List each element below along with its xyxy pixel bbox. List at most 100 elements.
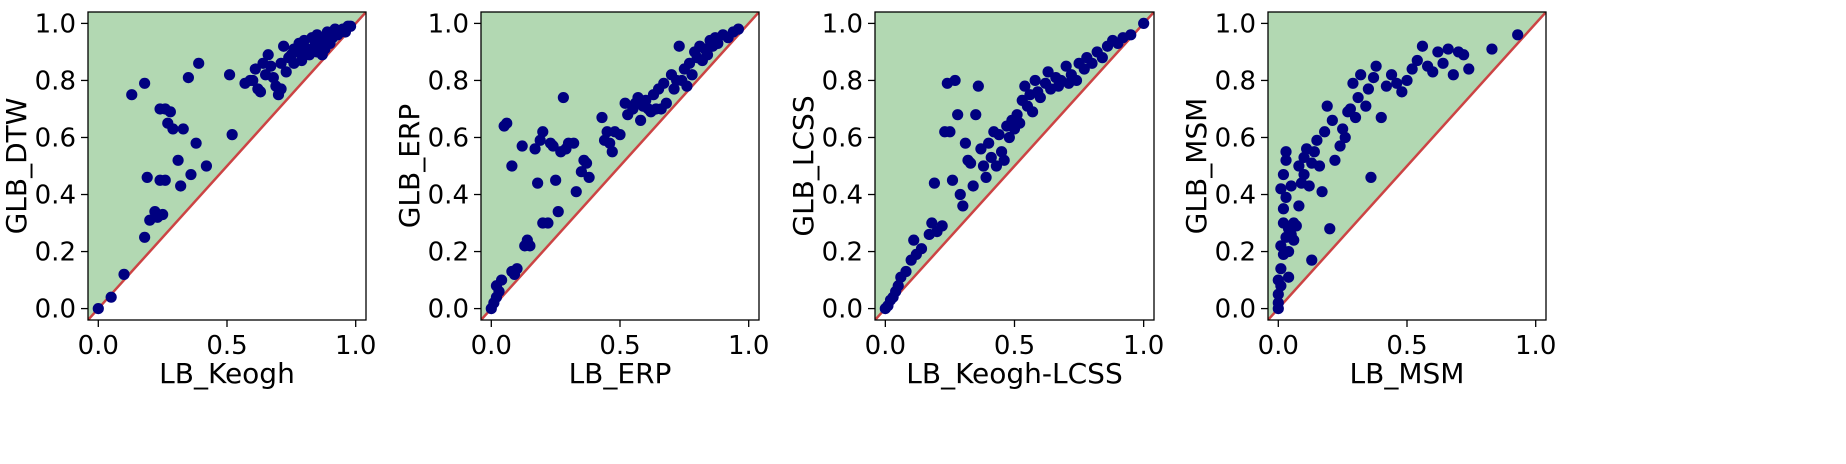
data-point: [175, 180, 187, 192]
scatter-panel-4: 0.0 0.5 1.0 0.0 0.2 0.4 0.6 0.8 1.0 LB_MSM GLB_MSM: [1180, 9, 1556, 390]
y-tick-label: 0.2: [428, 238, 469, 268]
data-point: [946, 174, 959, 186]
data-point: [570, 186, 582, 198]
data-point: [668, 83, 680, 95]
data-point: [583, 171, 595, 184]
data-point: [1447, 69, 1459, 81]
x-tick-label: 1.0: [728, 331, 769, 361]
data-point: [537, 126, 549, 138]
plot-area: [481, 12, 759, 320]
data-point: [1458, 49, 1470, 61]
data-point: [493, 285, 505, 298]
data-point: [280, 66, 292, 78]
data-point: [1339, 131, 1351, 144]
data-point: [964, 157, 977, 169]
y-tick-label: 1.0: [35, 9, 76, 39]
y-tick-label: 0.6: [822, 123, 863, 153]
data-point: [985, 151, 997, 164]
data-point: [957, 200, 969, 212]
data-point: [265, 60, 277, 72]
data-point: [524, 240, 536, 252]
data-point: [681, 80, 693, 92]
x-axis-label: LB_Keogh-LCSS: [906, 357, 1122, 390]
data-point: [506, 160, 518, 172]
data-point: [1272, 288, 1284, 300]
data-point: [534, 134, 546, 146]
data-point: [1385, 69, 1398, 81]
data-point: [139, 231, 151, 243]
y-tick-label: 0.6: [1215, 123, 1256, 153]
data-point: [995, 146, 1008, 158]
data-point: [686, 69, 698, 81]
data-point: [1290, 220, 1302, 232]
x-tick-label: 0.0: [78, 331, 119, 361]
data-point: [226, 129, 238, 141]
x-axis-label: LB_ERP: [569, 357, 672, 390]
data-point: [580, 157, 593, 169]
data-point: [1086, 57, 1098, 69]
data-point: [275, 83, 287, 95]
y-tick-label: 0.0: [822, 295, 863, 325]
data-point: [552, 206, 564, 218]
data-point: [1078, 63, 1090, 75]
data-point: [1011, 109, 1023, 121]
data-point: [1463, 63, 1475, 75]
data-point: [1401, 74, 1413, 87]
data-point: [915, 243, 928, 255]
data-point: [1303, 180, 1315, 192]
data-point: [1308, 146, 1320, 158]
data-point: [190, 137, 202, 149]
data-point: [344, 20, 357, 32]
x-tick-label: 0.0: [1258, 331, 1299, 361]
x-axis-label: LB_Keogh: [159, 357, 295, 390]
data-point: [1034, 91, 1046, 104]
data-point: [139, 77, 151, 89]
y-axis-label: GLB_ERP: [393, 104, 426, 229]
y-tick-label: 0.8: [35, 66, 76, 96]
data-point: [511, 263, 523, 275]
data-point: [575, 166, 587, 178]
data-point: [1334, 140, 1346, 152]
data-point: [1316, 186, 1328, 198]
data-point: [182, 71, 194, 84]
data-point: [516, 140, 528, 152]
data-point: [977, 160, 990, 172]
data-point: [550, 174, 562, 186]
data-point: [193, 57, 205, 69]
plot-area: [875, 12, 1154, 320]
data-point: [529, 143, 541, 155]
data-point: [619, 97, 631, 109]
data-point: [1375, 111, 1387, 124]
data-point: [223, 69, 236, 81]
data-point: [92, 302, 104, 315]
y-axis-label: GLB_MSM: [1180, 98, 1213, 235]
diagonal-line: [88, 12, 366, 320]
data-point: [949, 74, 961, 87]
data-point: [993, 129, 1005, 141]
data-point: [1370, 60, 1382, 72]
y-axis-label: GLB_LCSS: [787, 95, 820, 236]
data-point: [167, 123, 179, 135]
data-point: [980, 171, 992, 184]
data-point: [972, 80, 984, 92]
y-tick-label: 1.0: [428, 9, 469, 39]
data-point: [1427, 66, 1439, 78]
data-point: [1042, 66, 1054, 78]
data-point: [267, 71, 279, 84]
data-point: [1070, 74, 1083, 87]
y-tick-label: 0.4: [1215, 181, 1256, 211]
data-point: [501, 117, 513, 129]
data-point: [1347, 77, 1359, 89]
data-point: [900, 265, 912, 278]
data-point: [547, 140, 559, 152]
data-point: [1337, 123, 1349, 135]
data-point: [1313, 160, 1326, 172]
data-point: [732, 23, 745, 35]
data-point: [1019, 80, 1031, 92]
data-point: [157, 208, 169, 221]
data-point: [1344, 103, 1356, 115]
y-tick-label: 0.4: [428, 181, 469, 211]
data-point: [1411, 54, 1423, 67]
data-point: [983, 137, 995, 149]
